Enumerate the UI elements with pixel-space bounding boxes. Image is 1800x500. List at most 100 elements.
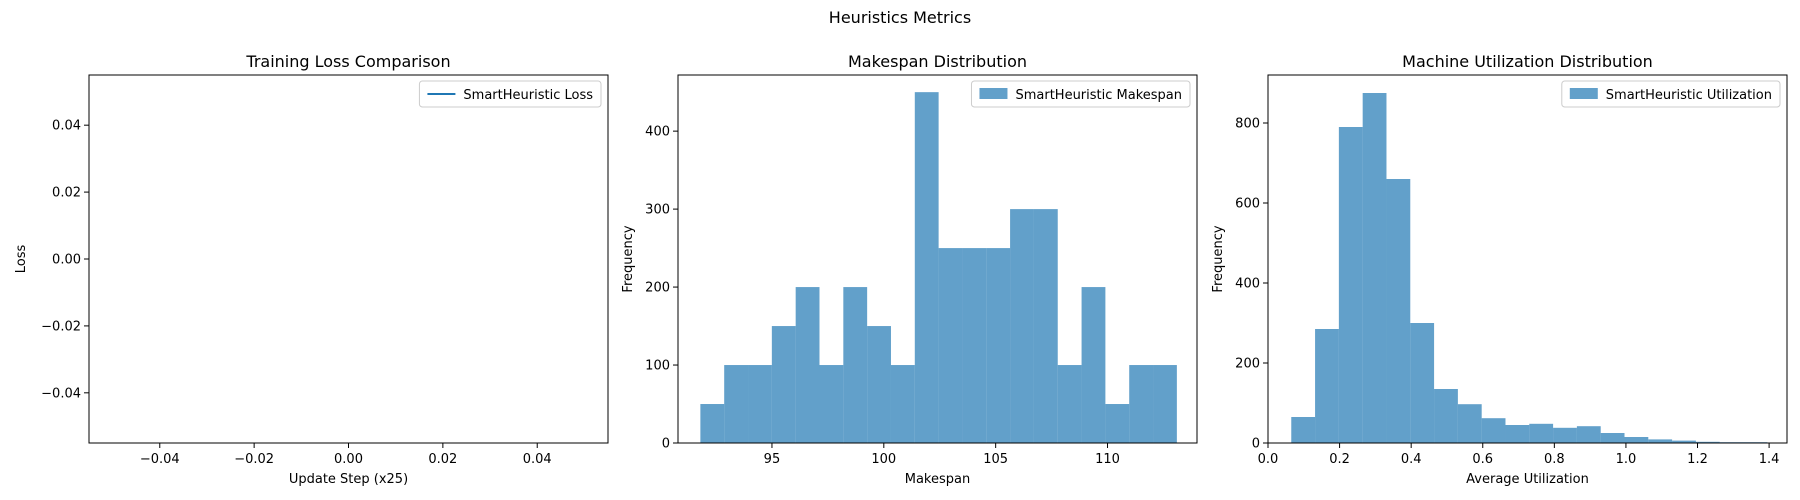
- panel-title: Machine Utilization Distribution: [1402, 52, 1653, 71]
- x-axis-label: Update Step (x25): [289, 472, 408, 487]
- histogram-bar: [1695, 441, 1720, 443]
- histogram-bar: [1386, 179, 1411, 443]
- histogram-bar: [1057, 365, 1082, 443]
- histogram-bar: [1457, 404, 1482, 443]
- histogram-bar: [1481, 418, 1506, 443]
- panel-utilization: 0.0 0.2 0.4 0.6 0.8 1.0 1.2 1.4 0 200 400 600 800 Mac…: [1211, 52, 1788, 487]
- x-tick-label: −0.02: [234, 452, 274, 467]
- x-axis-label: Makespan: [905, 472, 970, 487]
- histogram-bar: [962, 248, 987, 443]
- axes-frame: [1267, 74, 1788, 444]
- histogram-bar: [748, 365, 772, 443]
- legend-label: SmartHeuristic Utilization: [1606, 88, 1772, 103]
- histogram-bar: [1033, 209, 1058, 443]
- histogram-bar: [1576, 426, 1601, 443]
- histogram-bar: [700, 404, 725, 443]
- histogram-bar: [1105, 404, 1130, 443]
- histogram-bar: [1553, 427, 1577, 443]
- bars-makespan: [700, 92, 1177, 444]
- panel-title: Makespan Distribution: [848, 52, 1027, 71]
- y-tick-label: 800: [1235, 117, 1260, 132]
- y-tick-label: 400: [645, 125, 670, 140]
- x-tick-label: −0.04: [140, 452, 180, 467]
- histogram-bar: [1129, 365, 1154, 443]
- x-tick-label: 0.00: [334, 452, 363, 467]
- histogram-bar: [1081, 287, 1106, 443]
- x-tick-label: 100: [871, 452, 896, 467]
- histogram-bar: [1291, 417, 1316, 443]
- histogram-bar: [724, 365, 749, 443]
- x-tick-label: 1.0: [1616, 452, 1637, 467]
- y-tick-label: −0.02: [41, 319, 81, 334]
- histogram-bar: [1505, 425, 1530, 443]
- x-tick-label: 0.2: [1329, 452, 1350, 467]
- x-tick-label: 0.8: [1544, 452, 1565, 467]
- panel-title: Training Loss Comparison: [245, 52, 450, 71]
- y-tick-label: 0.04: [52, 119, 81, 134]
- histogram-bar: [1410, 323, 1435, 443]
- figure-suptitle: Heuristics Metrics: [829, 8, 971, 27]
- y-tick-label: 400: [1235, 277, 1260, 292]
- histogram-bar: [819, 365, 844, 443]
- axes-frame: [677, 74, 1198, 444]
- histogram-bar: [867, 326, 891, 443]
- histogram-bar: [914, 92, 939, 444]
- bars-utilization: [1291, 93, 1768, 443]
- chart-panels: −0.04 −0.02 0.00 0.02 0.04−0.04−0.020.000.02…: [14, 52, 1788, 487]
- y-tick-label: 200: [645, 281, 670, 296]
- y-tick-label: 0: [1252, 437, 1260, 452]
- histogram-bar: [1434, 389, 1458, 443]
- legend: SmartHeuristic Loss: [418, 80, 602, 108]
- y-tick-label: 200: [1235, 357, 1260, 372]
- legend-label: SmartHeuristic Makespan: [1015, 88, 1182, 103]
- x-tick-label: 0.04: [523, 452, 552, 467]
- legend-patch-swatch: [979, 88, 1008, 99]
- y-tick-label: 0.02: [52, 186, 81, 201]
- y-tick-label: 0: [662, 437, 670, 452]
- histogram-bar: [1153, 365, 1177, 443]
- histogram-bar: [1624, 437, 1649, 443]
- legend: SmartHeuristic Makespan: [970, 80, 1191, 108]
- x-tick-label: 1.4: [1759, 452, 1780, 467]
- histogram-bar: [986, 248, 1011, 443]
- histogram-bar: [1315, 329, 1339, 443]
- x-tick-label: 1.2: [1687, 452, 1708, 467]
- histogram-bar: [890, 365, 915, 443]
- x-tick-label: 95: [764, 452, 781, 467]
- histogram-bar: [1672, 440, 1696, 443]
- x-tick-label: 0.4: [1401, 452, 1422, 467]
- y-axis-label: Frequency: [1211, 225, 1226, 292]
- y-tick-label: 100: [645, 359, 670, 374]
- y-tick-label: 0.00: [52, 253, 81, 268]
- histogram-bar: [1338, 127, 1363, 443]
- legend-frame: [418, 80, 602, 108]
- legend-patch-swatch: [1569, 88, 1598, 99]
- x-axis-label: Average Utilization: [1466, 472, 1589, 487]
- x-tick-label: 105: [983, 452, 1008, 467]
- y-tick-label: 300: [645, 203, 670, 218]
- legend-frame: [1561, 80, 1781, 108]
- legend-label: SmartHeuristic Loss: [463, 88, 593, 103]
- legend-frame: [970, 80, 1191, 108]
- x-tick-label: 0.0: [1258, 452, 1279, 467]
- panel-loss: −0.04 −0.02 0.00 0.02 0.04 −0.04 −0.02 0.00 0.02…: [14, 52, 609, 487]
- histogram-bar: [938, 248, 963, 443]
- histogram-bar: [1600, 433, 1625, 443]
- panel-makespan: 95 100 105 110 0 100 200 300 400 Makespan Distrib…: [621, 52, 1198, 487]
- y-axis-label: Frequency: [621, 225, 636, 292]
- legend: SmartHeuristic Utilization: [1561, 80, 1781, 108]
- x-tick-label: 0.6: [1472, 452, 1493, 467]
- histogram-bar: [795, 287, 820, 443]
- x-tick-label: 0.02: [428, 452, 457, 467]
- x-tick-label: 110: [1095, 452, 1120, 467]
- histogram-bar: [1010, 209, 1034, 443]
- histogram-bar: [843, 287, 868, 443]
- histogram-bar: [1529, 423, 1554, 443]
- y-tick-label: 600: [1235, 197, 1260, 212]
- y-axis-label: Loss: [14, 245, 29, 274]
- y-tick-label: −0.04: [41, 386, 81, 401]
- histogram-bar: [771, 326, 796, 443]
- histogram-bar: [1648, 439, 1673, 443]
- axes-frame: [88, 74, 609, 444]
